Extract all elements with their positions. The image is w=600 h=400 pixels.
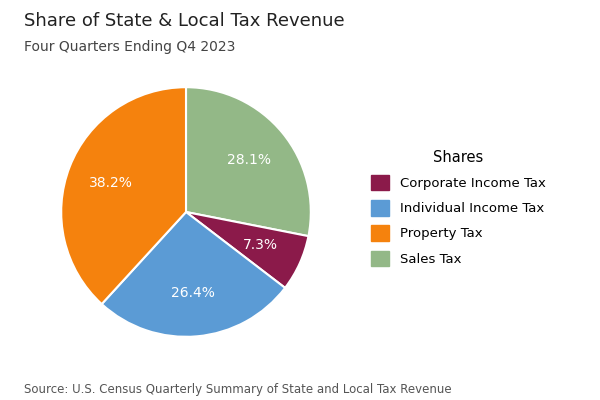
- Wedge shape: [186, 212, 308, 288]
- Text: Four Quarters Ending Q4 2023: Four Quarters Ending Q4 2023: [24, 40, 235, 54]
- Text: 26.4%: 26.4%: [171, 286, 215, 300]
- Wedge shape: [186, 87, 311, 236]
- Text: Share of State & Local Tax Revenue: Share of State & Local Tax Revenue: [24, 12, 344, 30]
- Text: 38.2%: 38.2%: [88, 176, 133, 190]
- Text: 28.1%: 28.1%: [227, 154, 271, 168]
- Legend: Corporate Income Tax, Individual Income Tax, Property Tax, Sales Tax: Corporate Income Tax, Individual Income …: [367, 146, 550, 270]
- Wedge shape: [102, 212, 285, 337]
- Text: Source: U.S. Census Quarterly Summary of State and Local Tax Revenue: Source: U.S. Census Quarterly Summary of…: [24, 383, 452, 396]
- Text: 7.3%: 7.3%: [242, 238, 277, 252]
- Wedge shape: [61, 87, 186, 304]
